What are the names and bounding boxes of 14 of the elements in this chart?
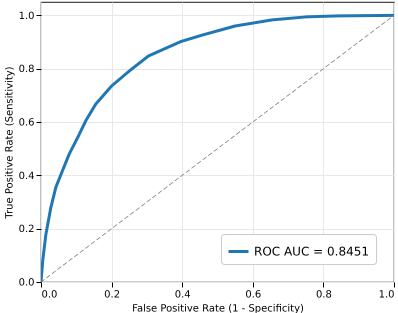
y-tick-label: 0.4 [18,170,34,182]
y-tick-label: 0.8 [18,64,34,76]
x-tick-label: 0.6 [245,290,262,300]
y-tick-label: 0.0 [18,278,34,288]
x-tick-label: 0.8 [316,290,332,300]
x-tick-label: 0.2 [104,290,120,300]
legend-label: ROC AUC = 0.8451 [254,244,370,258]
y-tick-label: 0.2 [18,224,34,236]
y-tick-label: 1.0 [18,10,34,22]
x-tick-label: 0.4 [174,290,191,300]
y-axis-title: True Positive Rate (Sensitivity) [4,66,16,220]
x-tick-label: 0.0 [42,290,58,300]
y-tick-label: 0.6 [18,118,34,128]
x-tick-label: 1.0 [378,290,394,300]
